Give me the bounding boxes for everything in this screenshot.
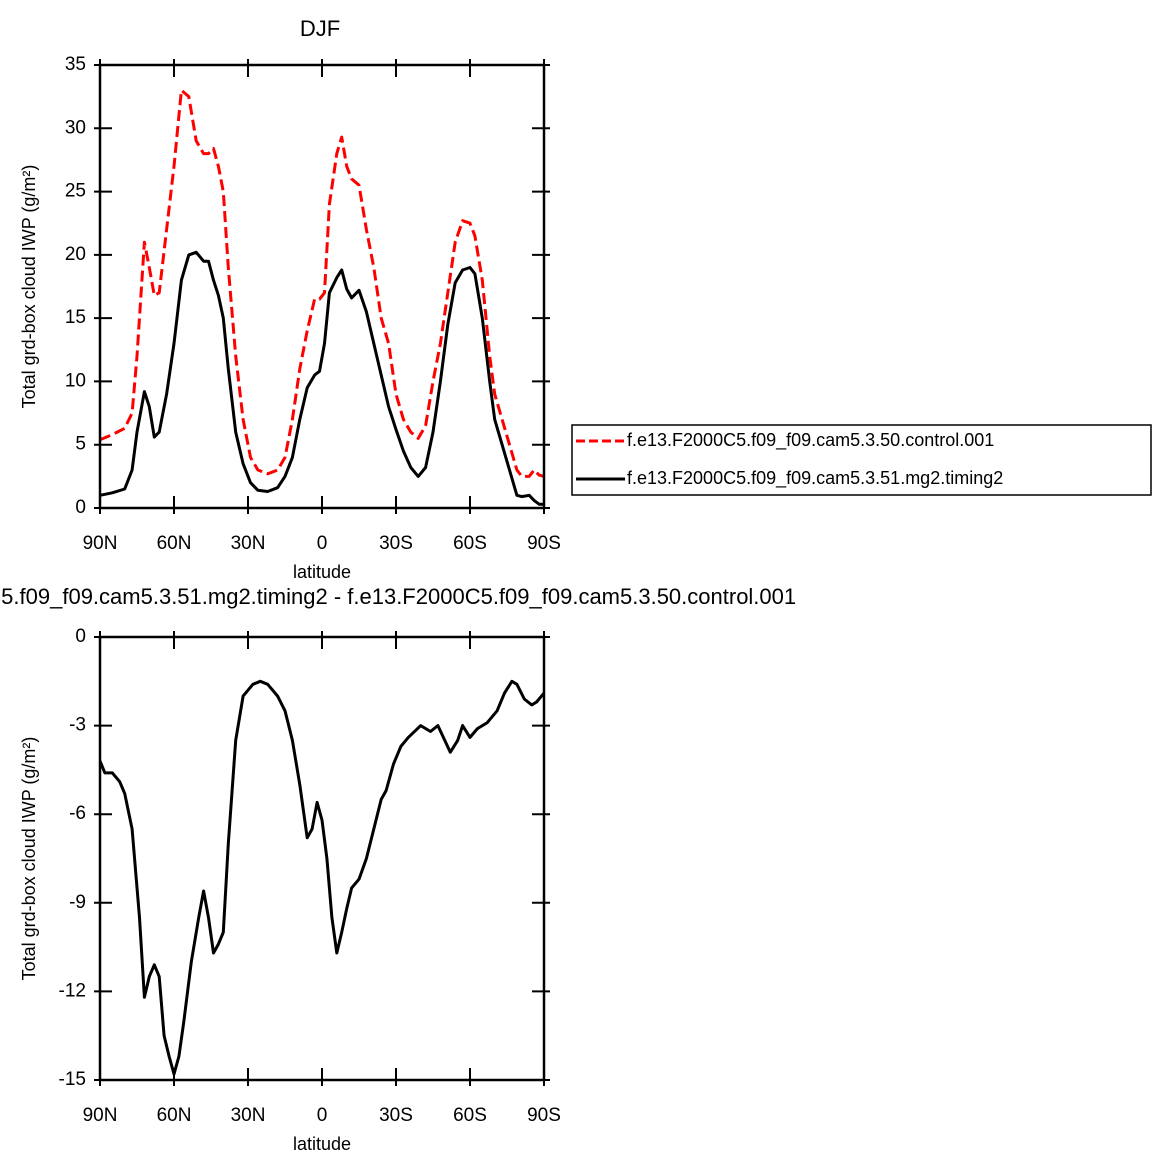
y-tick-label: 30 [65, 117, 86, 138]
y-axis-label: Total grd-box cloud IWP (g/m²) [19, 737, 39, 981]
data-line [98, 679, 546, 1076]
y-tick-label: 35 [65, 54, 86, 75]
data-line [99, 250, 544, 506]
x-axis-label: latitude [293, 562, 351, 582]
x-tick-label: 60S [453, 1105, 487, 1126]
chart-title: DJF [300, 16, 340, 41]
y-tick-label: -15 [59, 1069, 86, 1090]
x-tick-label: 90N [83, 1105, 118, 1126]
y-tick-label: 20 [65, 244, 86, 265]
y-tick-label: 15 [65, 307, 86, 328]
plot-frame [98, 635, 546, 1082]
y-tick-label: 0 [75, 626, 86, 647]
x-tick-label: 0 [317, 533, 328, 554]
legend-box [571, 424, 1152, 496]
y-tick-label: -9 [69, 892, 86, 913]
legend-label: f.e13.F2000C5.f09_f09.cam5.3.50.control.… [627, 430, 994, 451]
x-tick-label: 30S [379, 533, 413, 554]
x-tick-label: 30N [231, 1105, 266, 1126]
y-tick-label: -6 [69, 803, 86, 824]
plot-frame [98, 63, 546, 510]
x-tick-label: 90S [527, 533, 561, 554]
y-axis-label: Total grd-box cloud IWP (g/m²) [19, 165, 39, 409]
y-tick-label: -12 [59, 980, 86, 1001]
x-axis-label: latitude [293, 1134, 351, 1154]
y-tick-label: 10 [65, 370, 86, 391]
x-tick-label: 0 [317, 1105, 328, 1126]
x-tick-label: 60N [157, 533, 192, 554]
chart-title: f.e13.F2000C5.f09_f09.cam5.3.51.mg2.timi… [0, 584, 796, 609]
x-tick-label: 60S [453, 533, 487, 554]
y-tick-label: 0 [75, 497, 86, 518]
legend-label: f.e13.F2000C5.f09_f09.cam5.3.51.mg2.timi… [627, 468, 1003, 489]
y-tick-label: 25 [65, 181, 86, 202]
x-tick-label: 90S [527, 1105, 561, 1126]
x-tick-label: 90N [83, 533, 118, 554]
y-tick-label: -3 [69, 715, 86, 736]
x-tick-label: 30S [379, 1105, 413, 1126]
x-tick-label: 60N [157, 1105, 192, 1126]
data-line [99, 88, 545, 478]
x-tick-label: 30N [231, 533, 266, 554]
y-tick-label: 5 [75, 434, 86, 455]
